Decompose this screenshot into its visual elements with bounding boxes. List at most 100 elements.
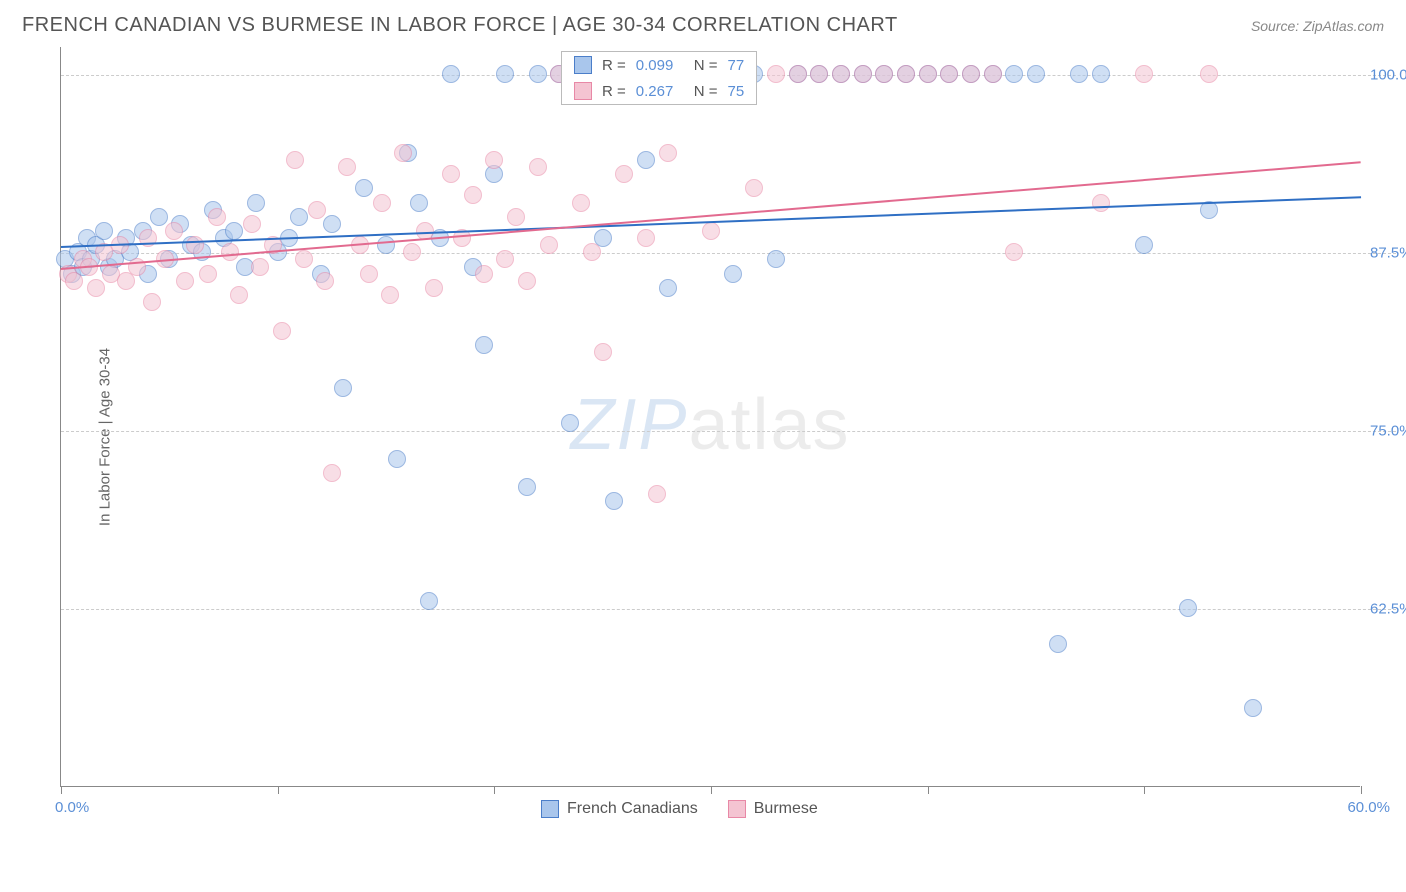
legend-item: French Canadians [541,800,698,818]
data-point [767,65,785,83]
data-point [208,208,226,226]
data-point [724,265,742,283]
data-point [381,286,399,304]
data-point [230,286,248,304]
data-point [225,222,243,240]
data-point [1135,65,1153,83]
data-point [615,165,633,183]
data-point [648,485,666,503]
data-point [1244,699,1262,717]
data-point [518,478,536,496]
x-tick [1361,786,1362,794]
data-point [1005,243,1023,261]
data-point [87,279,105,297]
n-value: 77 [728,57,745,74]
data-point [854,65,872,83]
data-point [594,343,612,361]
chart-title: FRENCH CANADIAN VS BURMESE IN LABOR FORC… [22,14,898,37]
data-point [875,65,893,83]
x-tick [494,786,495,794]
data-point [360,265,378,283]
data-point [1200,65,1218,83]
data-point [1135,236,1153,254]
data-point [425,279,443,297]
data-point [403,243,421,261]
data-point [485,151,503,169]
n-label: N = [694,57,718,74]
data-point [308,201,326,219]
source-label: Source: ZipAtlas.com [1251,18,1384,34]
x-tick [928,786,929,794]
data-point [251,258,269,276]
y-tick-label: 62.5% [1370,601,1406,618]
data-point [95,222,113,240]
data-point [518,272,536,290]
data-point [940,65,958,83]
data-point [150,208,168,226]
r-label: R = [602,57,626,74]
x-tick [278,786,279,794]
data-point [529,158,547,176]
data-point [496,250,514,268]
data-point [377,236,395,254]
r-value: 0.099 [636,57,684,74]
data-point [65,272,83,290]
data-point [475,265,493,283]
x-tick [61,786,62,794]
data-point [1027,65,1045,83]
legend-row: R = 0.099 N = 77 [562,52,756,78]
correlation-legend: R = 0.099 N = 77 R = 0.267 N = 75 [561,51,757,105]
data-point [186,236,204,254]
data-point [1092,194,1110,212]
data-point [810,65,828,83]
data-point [702,222,720,240]
n-label: N = [694,83,718,100]
series-legend: French Canadians Burmese [541,800,818,818]
data-point [919,65,937,83]
data-point [637,229,655,247]
data-point [540,236,558,254]
legend-series-label: Burmese [754,800,818,818]
data-point [442,165,460,183]
data-point [1092,65,1110,83]
data-point [897,65,915,83]
data-point [637,151,655,169]
y-tick-label: 87.5% [1370,245,1406,262]
data-point [1049,635,1067,653]
data-point [583,243,601,261]
data-point [290,208,308,226]
watermark: ZIPatlas [570,384,850,466]
n-value: 75 [728,83,745,100]
data-point [962,65,980,83]
data-point [789,65,807,83]
data-point [338,158,356,176]
data-point [243,215,261,233]
data-point [659,144,677,162]
y-tick-label: 75.0% [1370,423,1406,440]
r-value: 0.267 [636,83,684,100]
data-point [496,65,514,83]
data-point [323,464,341,482]
legend-swatch-icon [574,56,592,74]
data-point [355,179,373,197]
data-point [334,379,352,397]
legend-row: R = 0.267 N = 75 [562,78,756,104]
data-point [388,450,406,468]
data-point [605,492,623,510]
data-point [832,65,850,83]
data-point [572,194,590,212]
legend-swatch-icon [728,800,746,818]
r-label: R = [602,83,626,100]
data-point [475,336,493,354]
data-point [373,194,391,212]
data-point [323,215,341,233]
x-tick [1144,786,1145,794]
data-point [442,65,460,83]
legend-item: Burmese [728,800,818,818]
data-point [561,414,579,432]
data-point [176,272,194,290]
data-point [1179,599,1197,617]
data-point [247,194,265,212]
legend-swatch-icon [574,82,592,100]
data-point [659,279,677,297]
